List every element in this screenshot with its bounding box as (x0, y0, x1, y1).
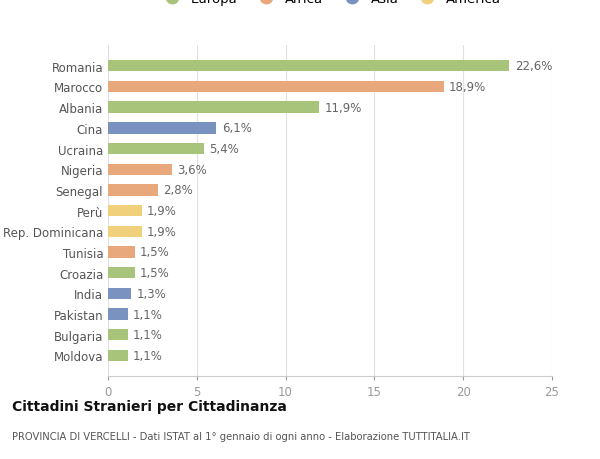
Bar (108, 247, 134, 258)
Text: 22,6%: 22,6% (515, 60, 552, 73)
Text: 1,3%: 1,3% (136, 287, 166, 300)
Text: 11,9%: 11,9% (325, 101, 362, 114)
Bar (108, 226, 142, 237)
Text: 1,5%: 1,5% (140, 267, 170, 280)
Text: 1,5%: 1,5% (140, 246, 170, 259)
Text: 6,1%: 6,1% (221, 122, 251, 135)
Bar (108, 206, 142, 217)
Bar (108, 82, 443, 93)
Legend: Europa, Africa, Asia, America: Europa, Africa, Asia, America (159, 0, 501, 6)
Bar (108, 350, 128, 361)
Text: 18,9%: 18,9% (449, 81, 486, 94)
Bar (108, 268, 134, 279)
Text: 3,6%: 3,6% (177, 163, 207, 176)
Text: Cittadini Stranieri per Cittadinanza: Cittadini Stranieri per Cittadinanza (12, 399, 287, 413)
Bar (108, 164, 172, 175)
Text: PROVINCIA DI VERCELLI - Dati ISTAT al 1° gennaio di ogni anno - Elaborazione TUT: PROVINCIA DI VERCELLI - Dati ISTAT al 1°… (12, 431, 470, 442)
Text: 2,8%: 2,8% (163, 184, 193, 197)
Bar (108, 102, 319, 113)
Bar (108, 330, 128, 341)
Bar (108, 288, 131, 299)
Text: 1,9%: 1,9% (147, 225, 177, 238)
Bar (108, 144, 204, 155)
Bar (108, 185, 158, 196)
Text: 1,1%: 1,1% (133, 349, 163, 362)
Text: 1,9%: 1,9% (147, 205, 177, 218)
Bar (108, 61, 509, 72)
Text: 5,4%: 5,4% (209, 143, 239, 156)
Text: 1,1%: 1,1% (133, 329, 163, 341)
Text: 1,1%: 1,1% (133, 308, 163, 321)
Bar (108, 309, 128, 320)
Bar (108, 123, 217, 134)
